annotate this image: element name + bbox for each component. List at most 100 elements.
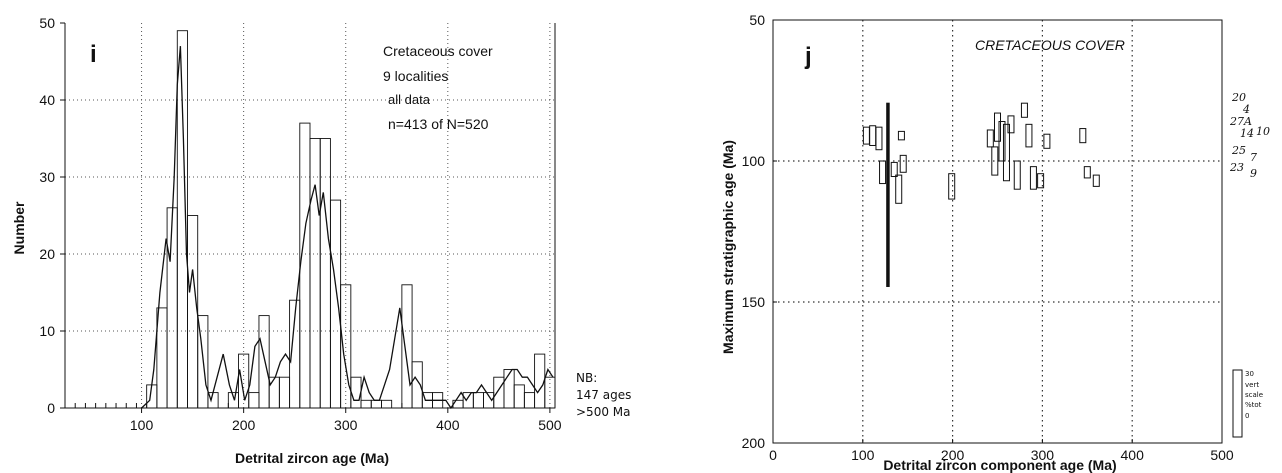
component-box xyxy=(1037,173,1045,189)
y-axis-label-j: Maximum stratigraphic age (Ma) xyxy=(720,140,736,354)
histogram-bar xyxy=(401,284,413,409)
side-note-line-2: 147 ages xyxy=(576,388,631,402)
plot-frame-i xyxy=(64,23,556,409)
component-box xyxy=(879,160,887,185)
y-tick-label-j: 150 xyxy=(742,294,766,310)
histogram-bar xyxy=(452,399,464,409)
component-box xyxy=(991,146,999,176)
component-boxes xyxy=(862,102,1100,287)
y-tick-label-i: 10 xyxy=(39,323,55,339)
probability-curve xyxy=(141,46,554,410)
x-tick-label-i: 200 xyxy=(232,417,256,433)
histogram-bar xyxy=(156,307,168,409)
component-box xyxy=(895,174,903,204)
component-box xyxy=(1029,166,1037,190)
x-tick-label-j: 100 xyxy=(851,447,875,463)
histogram-bar xyxy=(493,376,505,409)
y-tick-label-i: 0 xyxy=(47,400,55,416)
component-box xyxy=(869,125,877,146)
histogram-bar xyxy=(472,392,484,409)
x-tick-label-j: 500 xyxy=(1210,447,1234,463)
histogram-bar xyxy=(166,207,178,409)
component-box xyxy=(862,126,870,145)
scale-legend-line: scale xyxy=(1245,391,1263,399)
plot-border-j xyxy=(772,19,1223,444)
y-tick-label-j: 100 xyxy=(742,153,766,169)
component-box xyxy=(1013,160,1021,190)
panel-label-j: j xyxy=(804,43,812,70)
component-box xyxy=(1092,174,1100,187)
histogram-bar xyxy=(248,392,260,409)
x-tick-label-j: 400 xyxy=(1121,447,1145,463)
component-box xyxy=(890,161,898,178)
histogram-bar xyxy=(299,122,311,409)
component-box xyxy=(875,126,883,151)
grid-j xyxy=(773,20,1222,443)
locality-label: 23 xyxy=(1229,161,1244,174)
component-box xyxy=(1043,133,1051,149)
x-tick-label-j: 200 xyxy=(941,447,965,463)
histogram-bar xyxy=(258,315,270,409)
annotation-line-3: all data xyxy=(388,92,431,107)
component-box xyxy=(986,129,994,148)
locality-label: 25 xyxy=(1231,144,1246,157)
locality-label: 27A xyxy=(1229,115,1252,128)
x-axis-label-j: Detrital zircon component age (Ma) xyxy=(883,457,1116,473)
annotation-line-2: 9 localities xyxy=(383,68,448,84)
side-note-line-1: NB: xyxy=(576,371,597,385)
histogram-bar xyxy=(360,399,372,409)
annotation-line-4: n=413 of N=520 xyxy=(388,116,489,132)
histogram-bar xyxy=(350,376,362,409)
histogram-panel: 100 200 300 400 500 0 10 20 30 40 50 i Cretaceous … xyxy=(11,15,631,466)
locality-label: 7 xyxy=(1250,151,1257,164)
histogram-bar xyxy=(227,392,239,409)
histogram-bar xyxy=(268,376,280,409)
y-tick-label-j: 50 xyxy=(749,12,765,28)
panel-label-i: i xyxy=(90,41,97,68)
side-note-line-3: >500 Ma xyxy=(576,405,630,419)
histogram-bar xyxy=(370,399,382,409)
plot-frame-j xyxy=(772,19,1223,444)
histogram-bar xyxy=(513,384,525,409)
x-tick-label-i: 400 xyxy=(436,417,460,433)
component-box xyxy=(948,173,956,200)
scale-legend-line: 0 xyxy=(1245,412,1249,420)
component-box xyxy=(1002,123,1010,182)
histogram-bar xyxy=(462,392,474,409)
chart-title-j: CRETACEOUS COVER xyxy=(975,37,1125,53)
y-tick-label-i: 50 xyxy=(39,15,55,31)
x-axis-label-i: Detrital zircon age (Ma) xyxy=(235,450,389,466)
y-tick-label-i: 30 xyxy=(39,169,55,185)
histogram-bar xyxy=(503,369,515,409)
y-tick-label-i: 20 xyxy=(39,246,55,262)
x-tick-label-j: 300 xyxy=(1031,447,1055,463)
histogram-bar xyxy=(278,376,291,409)
histogram-bar xyxy=(381,399,393,409)
component-box xyxy=(1025,123,1033,148)
scale-legend-line: 30 xyxy=(1245,370,1254,378)
scale-legend-line: vert xyxy=(1245,381,1259,389)
x-tick-label-j: 0 xyxy=(769,447,777,463)
locality-label: 10 xyxy=(1256,125,1270,138)
x-tick-label-i: 100 xyxy=(130,417,154,433)
y-tick-label-i: 40 xyxy=(39,92,55,108)
y-axis-label-i: Number xyxy=(11,201,27,254)
histogram-bar xyxy=(309,138,321,409)
component-box xyxy=(1079,128,1087,144)
scale-legend: 30 vert scale %tot 0 xyxy=(1232,369,1263,438)
component-box xyxy=(1007,115,1015,134)
locality-label: 14 xyxy=(1240,127,1254,140)
component-box xyxy=(1083,166,1091,179)
component-box xyxy=(897,130,905,141)
histogram-bar xyxy=(329,199,342,409)
y-tick-label-j: 200 xyxy=(742,435,766,451)
histogram-bar xyxy=(319,138,331,409)
component-box xyxy=(899,154,907,173)
component-box xyxy=(994,112,1001,142)
locality-label: 9 xyxy=(1250,167,1257,180)
component-box xyxy=(1020,102,1028,118)
ticks-j: 0 100 200 300 400 500 50 100 150 200 xyxy=(742,12,1234,463)
locality-label: 4 xyxy=(1242,103,1250,116)
